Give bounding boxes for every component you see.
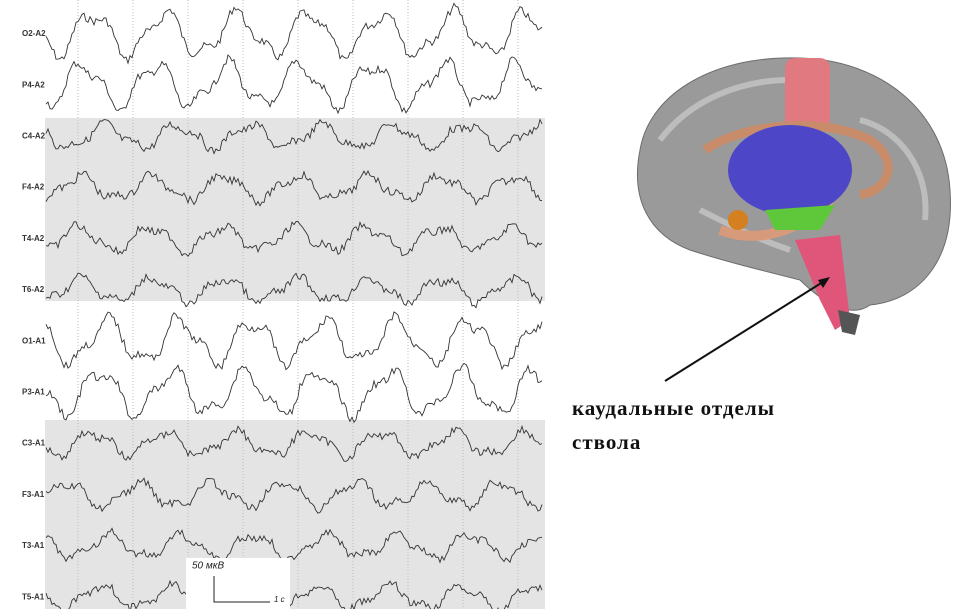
scale-amplitude: 50 мкВ <box>192 561 224 572</box>
channel-label: F4-A2 <box>22 183 45 192</box>
shaded-band <box>45 118 545 301</box>
channel-label: T5-A1 <box>22 592 45 601</box>
thalamus <box>728 125 852 215</box>
channel-label: T3-A1 <box>22 541 45 550</box>
brain-illustration <box>637 58 950 335</box>
channel-label: P4-A2 <box>22 80 45 89</box>
channel-label: T6-A2 <box>22 285 45 294</box>
pointer-arrow <box>665 280 826 381</box>
orange-structure <box>728 210 748 230</box>
annotation-line: каудальные отделы <box>572 396 775 420</box>
annotation-line: ствола <box>572 430 641 454</box>
channel-label: C4-A2 <box>22 132 46 141</box>
channel-label: O1-A1 <box>22 336 46 345</box>
channel-label: C3-A1 <box>22 439 46 448</box>
eeg-panel: O2-A2 P4-A2 C4-A2 F4-A2 T4-A2 T6-A2 O1-A1 P3-A1… <box>0 0 545 609</box>
shaded-band <box>45 420 545 609</box>
channel-label: P3-A1 <box>22 388 45 397</box>
scale-time: 1 с <box>274 595 285 604</box>
channel-label: T4-A2 <box>22 234 45 243</box>
channel-label: F3-A1 <box>22 490 45 499</box>
figure: O2-A2 P4-A2 C4-A2 F4-A2 T4-A2 T6-A2 O1-A1 P3-A1… <box>0 0 956 609</box>
red-structure <box>785 58 830 130</box>
brainstem-end <box>838 310 860 335</box>
channel-label: O2-A2 <box>22 29 46 38</box>
